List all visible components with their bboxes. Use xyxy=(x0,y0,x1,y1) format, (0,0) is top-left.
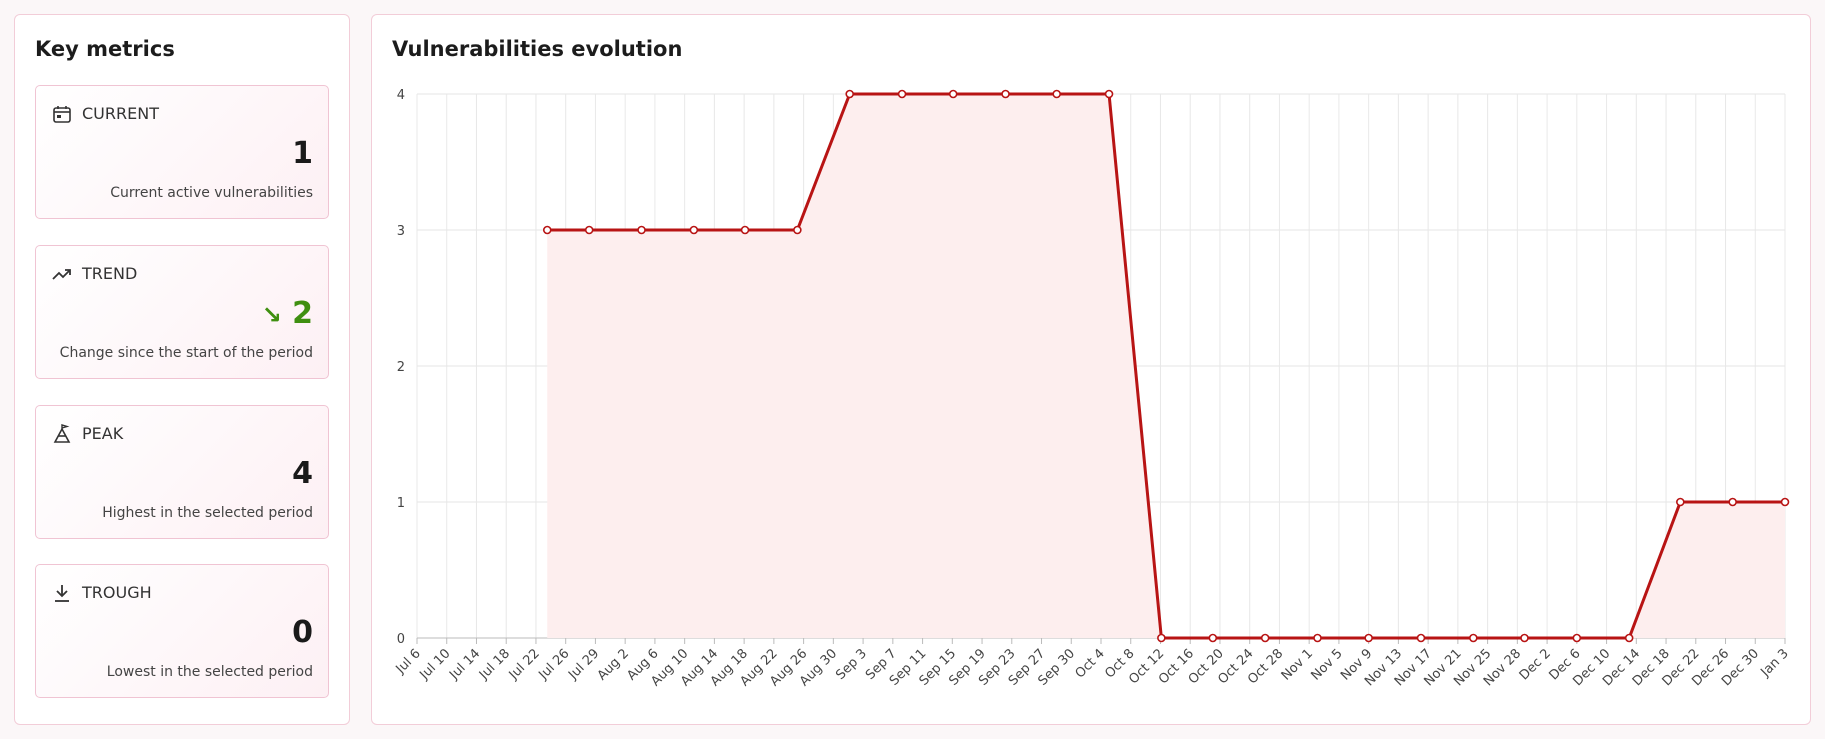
point xyxy=(1572,633,1582,643)
trend-arrow: ↘ xyxy=(261,301,282,329)
metric-description: Highest in the selected period xyxy=(102,505,313,521)
x-tick-label: Jul 22 xyxy=(506,646,543,683)
y-tick-label: 1 xyxy=(397,496,405,511)
x-tick-label: Jul 14 xyxy=(446,646,483,683)
point xyxy=(1416,633,1426,643)
area xyxy=(547,94,1786,638)
point xyxy=(1052,89,1061,99)
metric-label: CURRENT xyxy=(82,104,159,123)
point xyxy=(1469,633,1478,643)
x-tick-label: Jul 26 xyxy=(536,646,573,683)
point xyxy=(1728,497,1737,507)
point xyxy=(1780,497,1790,507)
y-tick-label: 3 xyxy=(397,224,405,239)
chart-panel: Vulnerabilities evolution 0 1 2 3 4 Jul 6 Jul … xyxy=(371,14,1811,725)
metric-card: TREND ↘ 2 Change since the start of the … xyxy=(35,245,329,379)
download-icon xyxy=(55,585,69,602)
x-tick-label: Jul 10 xyxy=(417,646,454,683)
key-metrics-panel: Key metrics CURRENT 1 Current active vul… xyxy=(14,14,350,725)
metric-label: TREND xyxy=(82,264,138,283)
x-tick-label: Nov 1 xyxy=(1279,646,1316,683)
point xyxy=(542,225,552,235)
x-tick-label: Aug 2 xyxy=(595,646,632,683)
point xyxy=(637,225,646,235)
point xyxy=(1676,497,1685,507)
point xyxy=(689,225,699,235)
point xyxy=(948,89,958,99)
x-tick-label: Jul 29 xyxy=(565,646,602,683)
point xyxy=(1104,89,1114,99)
metric-value: 1 xyxy=(292,136,313,171)
metric-value: 0 xyxy=(292,615,313,650)
point xyxy=(897,89,907,99)
point xyxy=(1001,89,1010,99)
metric-value: ↘ 2 xyxy=(262,296,313,331)
trend-number: 2 xyxy=(292,296,313,331)
point xyxy=(845,89,855,99)
y-tick-label: 2 xyxy=(397,360,405,375)
point xyxy=(584,225,594,235)
trend-icon xyxy=(52,269,71,280)
x-tick-label: Oct 4 xyxy=(1073,646,1108,681)
x-tick-label: Nov 5 xyxy=(1308,646,1345,683)
point xyxy=(1157,633,1166,643)
x-tick-label: Jul 18 xyxy=(476,646,513,683)
metric-description: Lowest in the selected period xyxy=(106,664,313,680)
metric-card: TROUGH 0 Lowest in the selected period xyxy=(35,564,329,698)
point xyxy=(1260,633,1270,643)
metric-value: 4 xyxy=(292,456,313,491)
metric-label: TROUGH xyxy=(82,583,152,602)
point xyxy=(793,225,802,235)
point xyxy=(1520,633,1529,643)
point xyxy=(1624,633,1634,643)
point xyxy=(740,225,750,235)
point xyxy=(1313,633,1322,643)
metric-description: Change since the start of the period xyxy=(59,345,313,361)
calendar-icon xyxy=(53,106,71,123)
x-tick-label: Jan 3 xyxy=(1758,646,1792,680)
x-tick-label: Sep 3 xyxy=(833,646,870,683)
peak-icon xyxy=(53,424,71,443)
y-tick-label: 4 xyxy=(397,88,405,103)
x-tick-label: Dec 2 xyxy=(1517,646,1554,683)
chart-title: Vulnerabilities evolution xyxy=(392,37,683,61)
panel-title: Key metrics xyxy=(35,37,175,61)
metric-card: PEAK 4 Highest in the selected period xyxy=(35,405,329,539)
metric-card: CURRENT 1 Current active vulnerabilities xyxy=(35,85,329,219)
metric-label: PEAK xyxy=(82,424,124,443)
point xyxy=(1208,633,1218,643)
metric-description: Current active vulnerabilities xyxy=(110,185,313,201)
point xyxy=(1364,633,1373,643)
y-tick-label: 0 xyxy=(397,632,405,647)
